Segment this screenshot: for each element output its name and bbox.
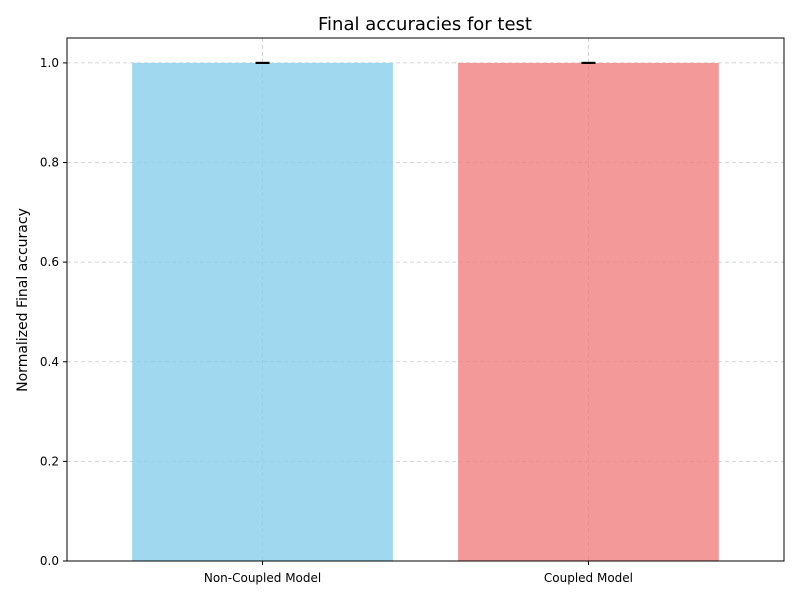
x-tick-label: Non-Coupled Model (204, 571, 321, 585)
y-tick-label: 1.0 (40, 56, 59, 70)
plot-frame (66, 37, 785, 562)
chart-title: Final accuracies for test (318, 14, 532, 35)
y-tick-label: 0.8 (40, 156, 59, 170)
bar-non-coupled-model (132, 62, 393, 562)
bar-coupled-model (458, 62, 719, 562)
error-bar (255, 61, 270, 65)
y-axis-label: Normalized Final accuracy (15, 208, 31, 392)
y-tick-label: 0.0 (40, 554, 59, 568)
ticks-layer: 0.0 0.2 0.4 0.6 0.8 1.0 Non-Coupled Model Coupl… (40, 56, 633, 585)
error-bar (581, 61, 596, 65)
y-tick-label: 0.2 (40, 454, 59, 468)
error-bars-layer (255, 61, 596, 65)
y-tick-label: 0.4 (40, 355, 59, 369)
bars-layer (132, 62, 719, 562)
x-tick-label: Coupled Model (544, 571, 633, 585)
y-tick-label: 0.6 (40, 255, 59, 269)
